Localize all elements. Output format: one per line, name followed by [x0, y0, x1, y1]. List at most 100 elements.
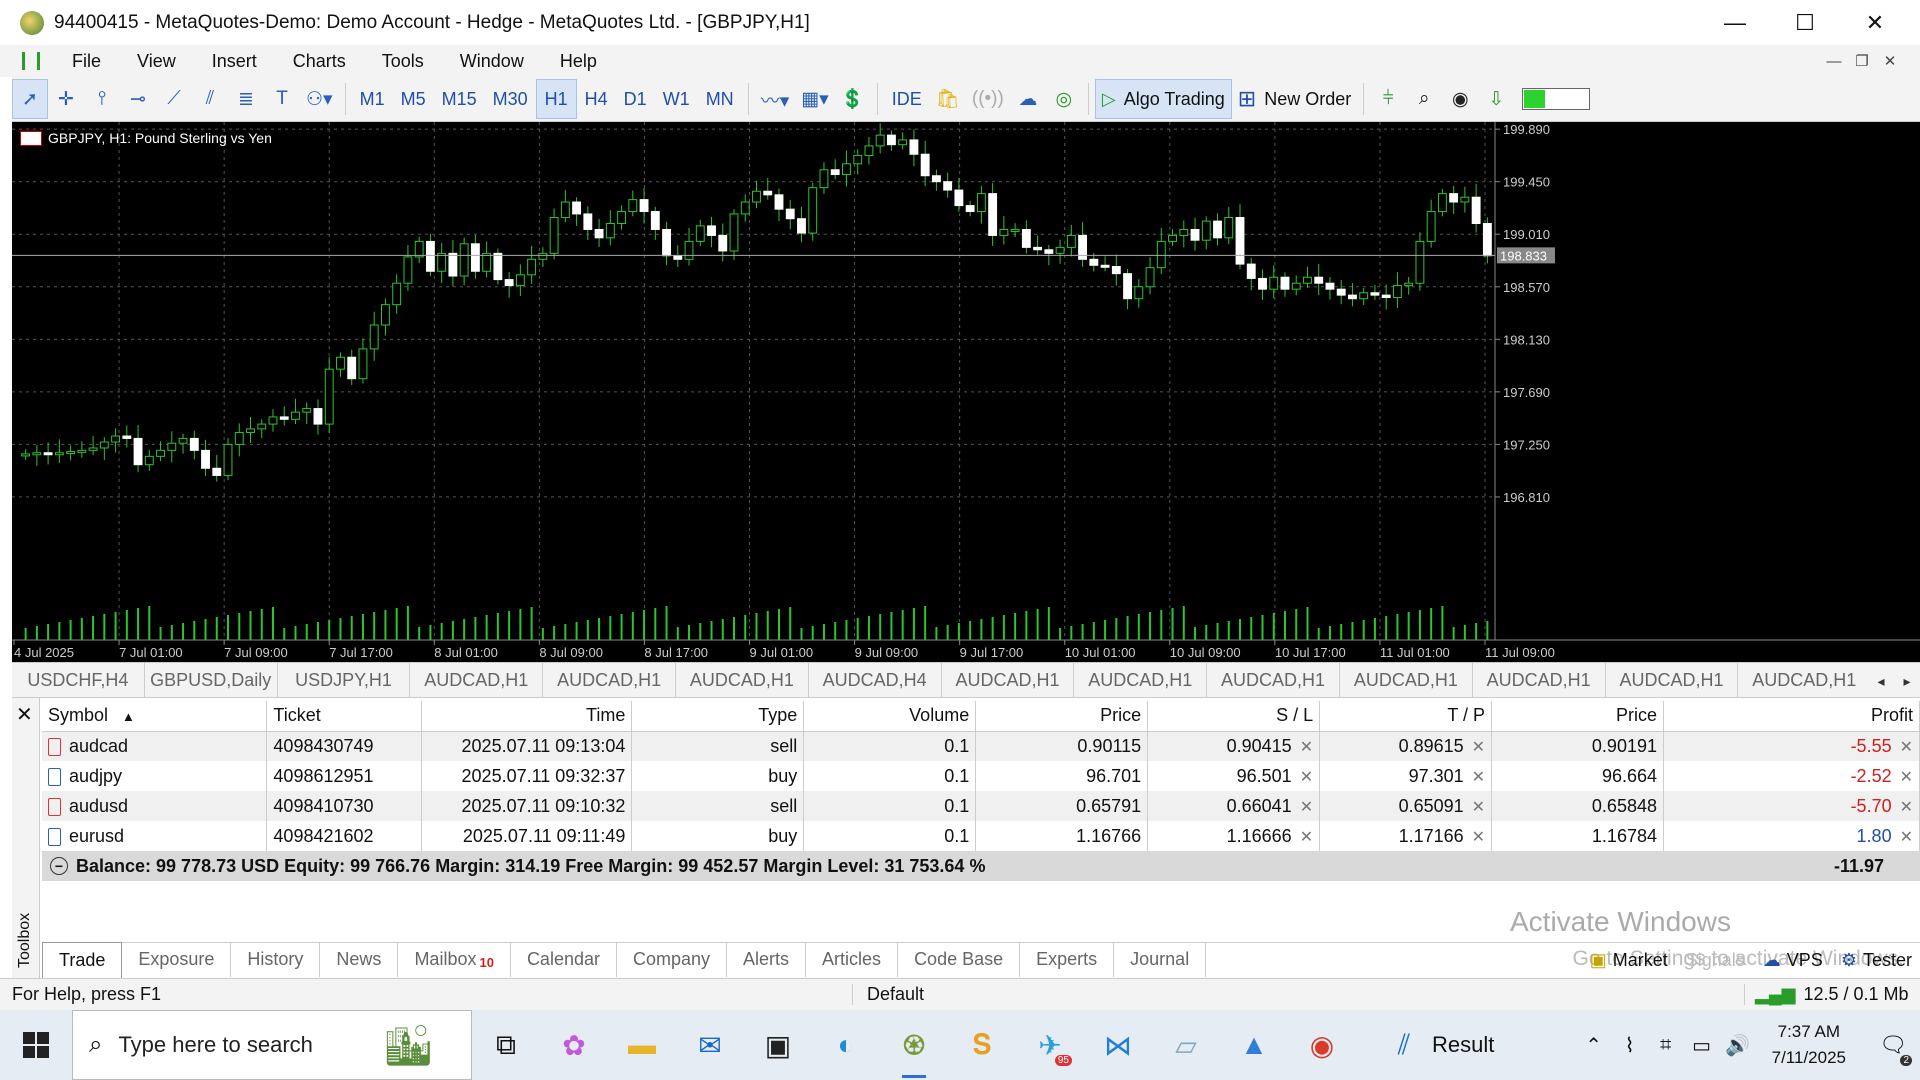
search-icon[interactable]: ⌕	[1418, 88, 1430, 109]
edge-browser-icon[interactable]: ◐	[837, 1029, 855, 1060]
tab-alerts[interactable]: Alerts	[727, 942, 807, 977]
menu-charts[interactable]: Charts	[292, 50, 346, 71]
vps-cloud-icon[interactable]: ☁	[1018, 88, 1038, 110]
col-current-price[interactable]: Price	[1491, 701, 1664, 732]
col-type[interactable]: Type	[631, 701, 805, 732]
volume-icon[interactable]: 🔊	[1725, 1034, 1751, 1057]
trendline-icon[interactable]: ⟋	[167, 88, 181, 109]
start-button[interactable]	[0, 1010, 72, 1080]
tester-link[interactable]: ⚙ Tester	[1840, 949, 1912, 970]
signals-link[interactable]: Signals	[1685, 949, 1745, 970]
remove-tp-icon[interactable]: ✕	[1471, 738, 1486, 756]
menu-insert[interactable]: Insert	[211, 50, 257, 71]
chart-tab[interactable]: AUDCAD,H1	[942, 663, 1075, 697]
remove-sl-icon[interactable]: ✕	[1299, 828, 1314, 846]
timeframe-d1[interactable]: D1	[623, 88, 647, 109]
tab-news[interactable]: News	[320, 942, 399, 977]
menu-view[interactable]: View	[137, 50, 176, 71]
mdi-minimize-button[interactable]: —	[1826, 52, 1842, 70]
price-chart[interactable]: 199.890 199.450 199.010 198.570 198.130 197.6…	[12, 122, 1920, 662]
tab-calendar[interactable]: Calendar	[511, 942, 617, 977]
remove-sl-icon[interactable]: ✕	[1299, 738, 1314, 756]
outlook-icon[interactable]: ✉	[698, 1029, 722, 1061]
chart-tab[interactable]: AUDCAD,H1	[1738, 663, 1872, 697]
mql5-community-icon[interactable]: ◎	[1055, 88, 1073, 110]
ide-button[interactable]: IDE	[891, 88, 922, 109]
remove-tp-icon[interactable]: ✕	[1471, 798, 1486, 816]
tab-mailbox[interactable]: Mailbox 10	[398, 942, 511, 977]
result-app-icon[interactable]: ⫽	[1397, 1028, 1411, 1060]
notifications-icon[interactable]: 🗨 2	[1866, 1010, 1920, 1080]
chart-menu-icon[interactable]	[22, 52, 40, 70]
menu-file[interactable]: File	[72, 50, 102, 71]
close-position-icon[interactable]: ✕	[1899, 738, 1913, 756]
chart-canvas[interactable]: 199.890 199.450 199.010 198.570 198.130 197.6…	[12, 122, 1920, 662]
vscode-icon[interactable]: ⋈	[1104, 1029, 1132, 1061]
vertical-line-icon[interactable]: ⫯	[97, 88, 107, 109]
result-app-label[interactable]: Result	[1432, 1032, 1495, 1057]
tab-journal[interactable]: Journal	[1114, 942, 1207, 977]
col-sl[interactable]: S / L	[1147, 701, 1321, 732]
balance-summary-row[interactable]: − Balance: 99 778.73 USD Equity: 99 766.…	[42, 851, 1920, 881]
fibonacci-icon[interactable]: ≣	[238, 88, 254, 110]
chart-tab[interactable]: AUDCAD,H1	[1606, 663, 1739, 697]
col-time[interactable]: Time	[421, 701, 633, 732]
col-volume[interactable]: Volume	[803, 701, 977, 732]
taskbar-clock[interactable]: 7:37 AM 7/11/2025	[1772, 1019, 1846, 1071]
menu-tools[interactable]: Tools	[381, 50, 424, 71]
shapes-dropdown-icon[interactable]: ⚇▾	[306, 88, 333, 110]
timeframe-m15[interactable]: M15	[441, 88, 477, 109]
text-tool-icon[interactable]: T	[276, 88, 288, 109]
taskbar-search-box[interactable]: ⌕ Type here to search 🏙	[72, 1010, 472, 1080]
col-symbol[interactable]: Symbol ▲	[42, 701, 268, 732]
chart-type-icon[interactable]: 〰▾	[760, 90, 790, 112]
metatrader-taskbar-icon[interactable]: ♼	[880, 1010, 948, 1080]
timeframe-w1[interactable]: W1	[662, 88, 690, 109]
vps-link[interactable]: ☁ VPS	[1762, 949, 1823, 970]
chart-tab[interactable]: GBPUSD,Daily	[145, 663, 278, 697]
mdi-restore-button[interactable]: ❐	[1855, 53, 1869, 70]
timeframe-m1[interactable]: M1	[359, 88, 385, 109]
table-row[interactable]: audusd 4098410730 2025.07.11 09:10:32 se…	[42, 791, 1920, 821]
remove-tp-icon[interactable]: ✕	[1471, 828, 1486, 846]
horizontal-line-icon[interactable]: ⊸	[130, 88, 146, 110]
crosshair-tool-icon[interactable]: ✛	[58, 88, 74, 110]
market-link[interactable]: ▣ Market	[1589, 949, 1668, 970]
cursor-tool-icon[interactable]: ➚	[12, 79, 48, 119]
meet-now-icon[interactable]: ⌗	[1659, 1033, 1672, 1056]
table-row[interactable]: audcad 4098430749 2025.07.11 09:13:04 se…	[42, 731, 1920, 761]
tab-experts[interactable]: Experts	[1020, 942, 1115, 977]
chart-tab[interactable]: AUDCAD,H1	[1473, 663, 1606, 697]
file-explorer-icon[interactable]: ▬	[628, 1029, 656, 1060]
chart-tab[interactable]: AUDCAD,H1	[543, 663, 676, 697]
tab-company[interactable]: Company	[617, 942, 728, 977]
tab-code-base[interactable]: Code Base	[898, 942, 1021, 977]
channel-icon[interactable]: ⫽	[205, 88, 215, 109]
chart-tab[interactable]: AUDCAD,H1	[410, 663, 544, 697]
task-view-icon[interactable]: ⧉	[496, 1028, 516, 1060]
battery-icon[interactable]: ▭	[1692, 1034, 1712, 1057]
close-position-icon[interactable]: ✕	[1899, 768, 1913, 786]
timeframe-m5[interactable]: M5	[400, 88, 426, 109]
chart-tab[interactable]: USDCHF,H4	[12, 663, 145, 697]
menu-help[interactable]: Help	[559, 50, 597, 71]
close-button[interactable]: ✕	[1865, 9, 1885, 35]
tab-articles[interactable]: Articles	[806, 942, 899, 977]
chart-tab[interactable]: AUDCAD,H1	[1074, 663, 1208, 697]
chart-tab[interactable]: USDJPY,H1	[278, 663, 411, 697]
indicators-icon[interactable]: ▦▾	[801, 88, 829, 110]
terminal-icon[interactable]: ▣	[764, 1029, 792, 1061]
chrome-icon[interactable]: ◉	[1309, 1029, 1335, 1061]
chart-tab[interactable]: AUDCAD,H4	[809, 663, 942, 697]
tab-history[interactable]: History	[231, 942, 321, 977]
col-profit[interactable]: Profit	[1663, 701, 1920, 732]
network-icon[interactable]: ⌇	[1624, 1034, 1635, 1057]
tab-trade[interactable]: Trade	[42, 941, 123, 978]
sublime-text-icon[interactable]: 𝐒	[972, 1028, 992, 1060]
collapse-icon[interactable]: −	[50, 857, 68, 875]
level-icon[interactable]: ⇩	[1488, 88, 1505, 110]
col-tp[interactable]: T / P	[1319, 701, 1493, 732]
account-icon[interactable]: ◉	[1451, 88, 1469, 110]
menu-window[interactable]: Window	[459, 50, 524, 71]
col-ticket[interactable]: Ticket	[266, 701, 423, 732]
